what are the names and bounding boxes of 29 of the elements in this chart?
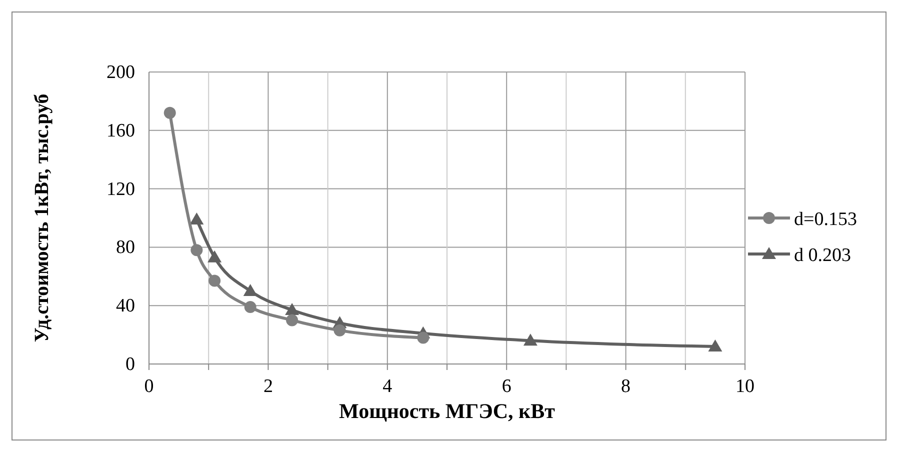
point — [164, 106, 176, 119]
point — [708, 339, 722, 352]
x-tick-label: 8 — [621, 376, 631, 397]
point — [190, 212, 204, 224]
point — [243, 284, 258, 296]
legend-label: d 0.203 — [794, 245, 851, 266]
y-tick-label: 80 — [116, 237, 135, 258]
x-tick-label: 10 — [736, 376, 754, 397]
y-tick-label: 200 — [106, 62, 135, 83]
x-tick-label: 2 — [263, 376, 273, 397]
x-tick-label: 4 — [382, 376, 393, 397]
y-axis-title: Уд.стоимость 1кВт, тыс.руб — [31, 94, 53, 342]
point — [523, 334, 538, 346]
point — [417, 332, 430, 344]
point — [244, 301, 256, 314]
y-tick-label: 120 — [106, 178, 135, 200]
point — [334, 324, 346, 336]
x-tick-label: 0 — [144, 376, 154, 397]
point — [285, 302, 300, 315]
legend-label: d=0.153 — [794, 209, 857, 230]
point — [208, 250, 222, 262]
y-tick-label: 160 — [106, 120, 135, 142]
point — [286, 314, 298, 326]
y-tick-label: 40 — [116, 296, 135, 317]
point — [190, 244, 203, 256]
y-tick-label: 0 — [126, 354, 135, 375]
x-axis-title: Мощность МГЭС, кВт — [339, 399, 556, 423]
x-tick-label: 6 — [502, 376, 512, 397]
point — [208, 274, 221, 287]
